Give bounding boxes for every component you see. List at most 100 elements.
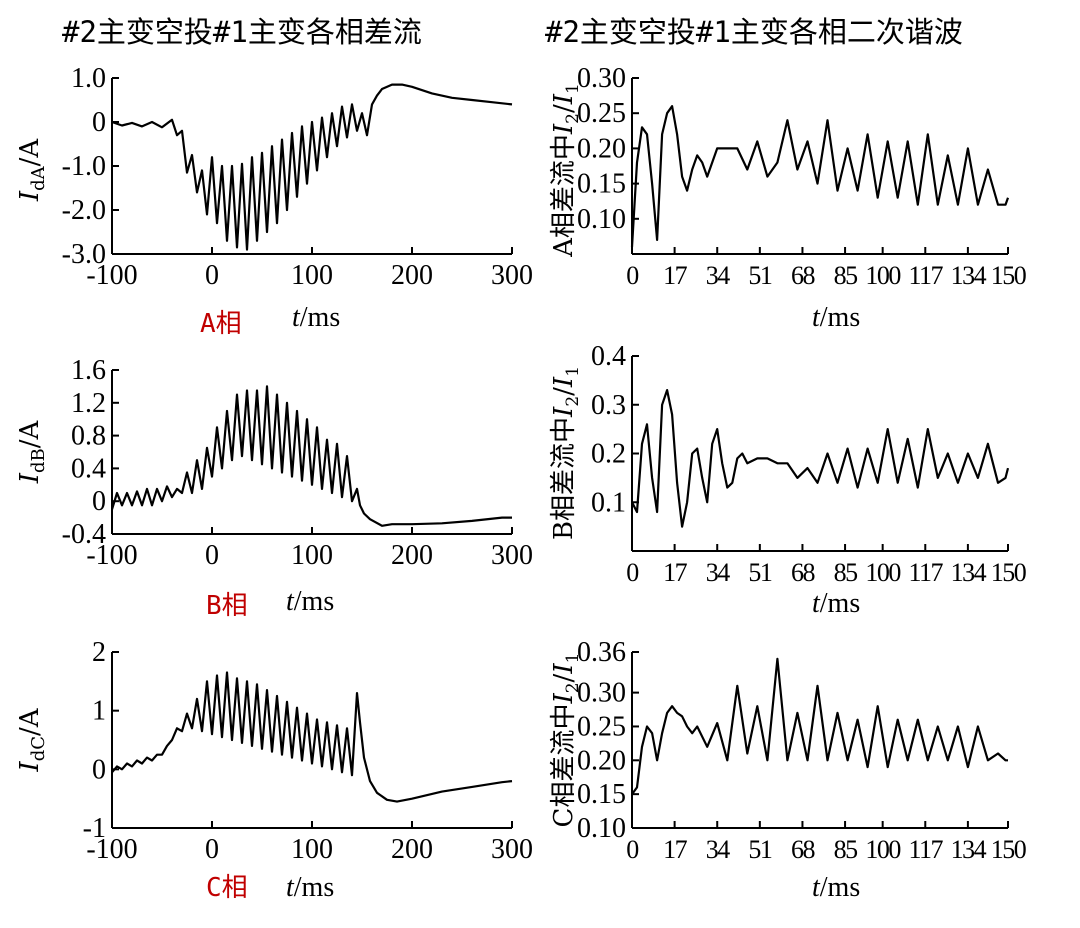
- x-tick-label: 0: [205, 834, 219, 865]
- x-tick-label: 0: [626, 835, 639, 864]
- y-axis-label: A相差流中I2/I1: [549, 83, 583, 258]
- x-tick-label: 68: [791, 835, 816, 864]
- x-axis-label: t/ms: [812, 588, 860, 619]
- x-tick-label: 0: [205, 540, 219, 571]
- x-tick-label: 100: [865, 558, 901, 587]
- phase-label: A相: [200, 309, 242, 339]
- x-tick-label: 85: [834, 261, 858, 290]
- y-tick-label: 0.10: [577, 204, 626, 235]
- x-tick-label: 117: [909, 558, 944, 587]
- y-tick-label: 0.30: [577, 678, 626, 709]
- y-tick-label: -0.4: [62, 519, 106, 550]
- x-tick-label: 100: [865, 261, 901, 290]
- x-tick-label: 68: [791, 558, 816, 587]
- y-tick-label: 0.15: [577, 169, 626, 200]
- series-line-C-diff: [111, 671, 513, 803]
- right-column-title: #2主变空投#1主变各相二次谐波: [545, 15, 963, 49]
- chart-A-harm: 0 17 34 51 68 85 100 117 134 150 0.30 0.25 0.20 0.15 0…: [549, 63, 1028, 333]
- x-axis-label: t/ms: [812, 302, 860, 333]
- x-tick-label: -100: [86, 260, 137, 291]
- y-tick-label: -1.0: [62, 151, 106, 182]
- y-tick-label: 0.20: [577, 745, 626, 776]
- x-tick-label: 200: [391, 540, 433, 571]
- y-tick-label: 0.4: [591, 341, 626, 372]
- x-tick-label: 100: [291, 540, 333, 571]
- series-line-A-harm: [630, 105, 1010, 248]
- x-tick-label: 150: [991, 835, 1027, 864]
- x-tick-label: 51: [748, 558, 772, 587]
- series-line-B-diff: [110, 385, 512, 527]
- x-axis-label: t/ms: [812, 872, 860, 903]
- x-tick-label: 300: [491, 834, 533, 865]
- y-tick-label: 1: [92, 696, 106, 727]
- phase-label: B相: [206, 591, 248, 621]
- x-tick-label: 17: [663, 558, 688, 587]
- y-axis-label: IdB/A: [15, 419, 49, 484]
- y-tick-label: 2: [92, 637, 106, 668]
- y-axis-label: IdA/A: [15, 138, 49, 203]
- x-tick-label: 85: [834, 835, 858, 864]
- x-tick-label: 0: [626, 261, 639, 290]
- y-tick-label: 0.25: [577, 98, 626, 129]
- x-tick-label: 100: [291, 260, 333, 291]
- y-axis-label: B相差流中I2/I1: [549, 366, 583, 540]
- x-axis-label: t/ms: [286, 872, 334, 903]
- x-tick-label: 17: [663, 835, 688, 864]
- chart-A-diff: -100 0 100 200 300 1.0 0 -1.0 -2.0 -3.0 t/ms IdA/A A…: [15, 63, 533, 339]
- y-tick-label: 0.1: [591, 487, 626, 518]
- chart-B-diff: -100 0 100 200 3001.61.20.80.40-0.4t/msIdB/A…: [15, 355, 533, 621]
- y-tick-label: 0.10: [577, 813, 626, 844]
- phase-label: C相: [206, 873, 248, 903]
- x-tick-label: 150: [991, 558, 1027, 587]
- y-tick-label: 0.15: [577, 779, 626, 810]
- x-tick-label: 85: [834, 558, 858, 587]
- y-tick-label: 0.20: [577, 133, 626, 164]
- x-tick-label: 51: [748, 261, 772, 290]
- x-tick-label: 0: [626, 558, 639, 587]
- y-tick-label: 0.25: [577, 711, 626, 742]
- x-tick-label: 117: [909, 835, 944, 864]
- x-axis-label: t/ms: [286, 586, 334, 617]
- x-tick-label: 100: [865, 835, 901, 864]
- x-tick-label: 134: [951, 835, 987, 864]
- charts-group: -100 0 100 200 3001.00-1.0-2.0-3.0t/msIdA/AA…: [15, 63, 1028, 903]
- x-tick-label: 100: [291, 834, 333, 865]
- y-tick-label: 1.0: [71, 63, 106, 94]
- x-tick-label: 300: [491, 260, 533, 291]
- x-tick-label: 51: [748, 835, 772, 864]
- y-tick-label: 1.6: [71, 355, 106, 386]
- x-tick-label: -100: [86, 540, 137, 571]
- x-tick-label: 200: [391, 260, 433, 291]
- chart-C-diff: -100 0 100 200 300 2 1 0 -1 t/ms IdC/A C相: [15, 637, 533, 903]
- y-tick-label: -2.0: [62, 195, 106, 226]
- x-tick-label: 117: [909, 261, 944, 290]
- series-line-B-harm: [631, 389, 1010, 528]
- x-tick-label: 68: [791, 261, 816, 290]
- x-tick-label: 300: [491, 540, 533, 571]
- chart-C-harm: 0 17 34 51 68 85 100 117 134 1500.360.300.250.200…: [549, 637, 1028, 903]
- y-tick-label: 0: [92, 754, 106, 785]
- y-tick-label: 0.3: [591, 390, 626, 421]
- y-axis-label: C相差流中I2/I1: [549, 653, 583, 828]
- x-axis-label: t/ms: [292, 302, 340, 333]
- y-tick-label: 0: [92, 486, 106, 517]
- x-tick-label: 0: [205, 260, 219, 291]
- y-tick-label: -3.0: [62, 239, 106, 270]
- x-tick-label: 134: [951, 261, 987, 290]
- x-tick-label: 34: [706, 558, 731, 587]
- y-tick-label: 1.2: [71, 388, 106, 419]
- series-line-C-harm: [631, 657, 1008, 795]
- x-tick-label: -100: [86, 834, 137, 865]
- y-tick-label: 0.30: [577, 63, 626, 94]
- series-line-A-diff: [111, 83, 513, 251]
- x-tick-label: 17: [663, 261, 688, 290]
- y-tick-label: 0.2: [591, 439, 626, 470]
- x-tick-label: 34: [706, 835, 731, 864]
- x-tick-label: 34: [706, 261, 731, 290]
- y-tick-label: 0.4: [71, 453, 106, 484]
- x-tick-label: 134: [951, 558, 987, 587]
- y-tick-label: 0.36: [577, 637, 626, 668]
- chart-B-harm: 0 17 34 51 68 85 100 117 134 150 0.4 0.3 0.2 0.1 t/ms B…: [549, 341, 1028, 619]
- left-column-title: #2主变空投#1主变各相差流: [62, 15, 422, 49]
